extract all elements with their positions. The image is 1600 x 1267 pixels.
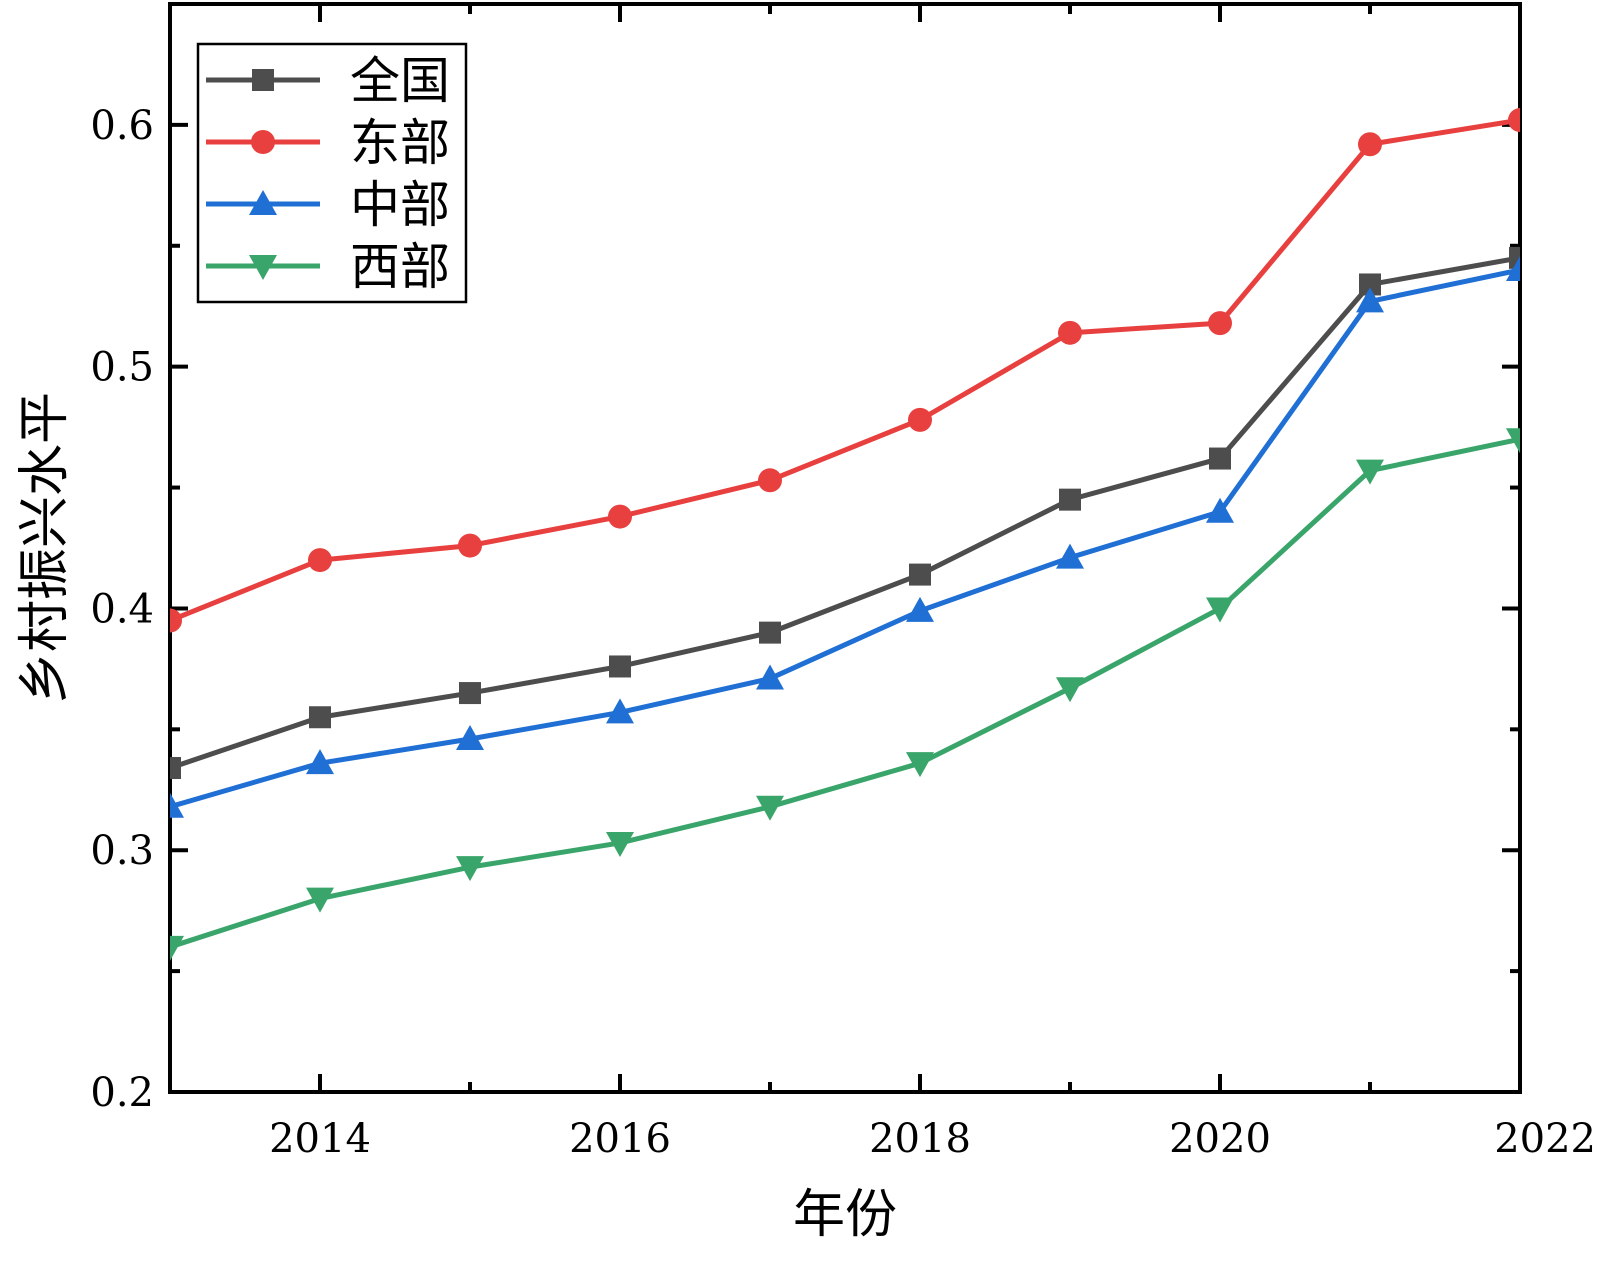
data-point [1506, 428, 1520, 454]
plot-frame [168, 2, 1522, 1094]
data-point [1208, 311, 1232, 336]
data-point [756, 664, 784, 690]
data-point [456, 725, 484, 751]
data-point [306, 749, 334, 775]
x-tick-label: 2018 [869, 1116, 971, 1162]
y-tick-label: 0.4 [90, 586, 154, 632]
x-tick-label: 2020 [1169, 1116, 1271, 1162]
y-tick-label: 0.3 [90, 828, 154, 874]
data-point [609, 655, 631, 678]
data-point [170, 792, 184, 818]
data-point [1206, 597, 1234, 623]
x-tick-label: 2022 [1494, 1116, 1596, 1162]
series-line-2 [170, 267, 1520, 810]
data-point [1058, 320, 1082, 345]
legend-label: 西部 [350, 238, 450, 296]
data-point [1508, 108, 1520, 133]
data-point [908, 407, 932, 432]
x-tick-label: 2016 [569, 1116, 671, 1162]
data-point [1056, 543, 1084, 569]
data-point [456, 856, 484, 882]
data-point [170, 608, 182, 633]
legend-label: 全国 [350, 52, 450, 110]
legend-marker [251, 130, 275, 154]
data-point [306, 887, 334, 913]
data-point [458, 533, 482, 558]
axes-group [168, 2, 1522, 1094]
data-point [1206, 497, 1234, 523]
legend-marker [249, 255, 277, 280]
x-axis-title: 年份 [793, 1185, 897, 1245]
data-point [170, 757, 181, 780]
series-line-1 [170, 117, 1520, 623]
data-point [1356, 459, 1384, 485]
legend-label: 中部 [350, 176, 450, 234]
labels-group: 0.2 0.3 0.4 0.5 0.6 2014 2016 2018 2020 2022 年份 乡村振… [15, 103, 1596, 1245]
data-point [1506, 255, 1520, 281]
data-point [308, 548, 332, 573]
data-point [1056, 677, 1084, 703]
data-point [1356, 287, 1384, 313]
series-group [170, 108, 1520, 961]
data-point [906, 752, 934, 778]
data-point [608, 504, 632, 529]
data-point [909, 563, 931, 586]
data-point [1359, 273, 1381, 296]
y-tick-label: 0.6 [90, 103, 154, 149]
y-axis-title: 乡村振兴水平 [15, 392, 75, 704]
data-point [606, 831, 634, 857]
data-point [170, 935, 184, 961]
legend-marker [252, 69, 274, 91]
legend-label: 东部 [350, 114, 450, 172]
data-point [309, 706, 331, 729]
data-point [759, 621, 781, 644]
x-tick-label: 2014 [269, 1116, 371, 1162]
y-tick-label: 0.2 [90, 1070, 154, 1116]
legend-box [196, 42, 468, 304]
series-line-3 [170, 436, 1520, 950]
data-point [758, 468, 782, 493]
data-point [1358, 132, 1382, 157]
data-point [756, 795, 784, 821]
data-point [606, 698, 634, 724]
data-point [906, 596, 934, 622]
data-point [1509, 246, 1520, 269]
legend-marker [249, 190, 277, 215]
data-point [1209, 447, 1231, 470]
series-line-0 [170, 255, 1520, 771]
data-point [459, 682, 481, 705]
y-tick-label: 0.5 [90, 345, 154, 391]
data-point [1059, 488, 1081, 511]
